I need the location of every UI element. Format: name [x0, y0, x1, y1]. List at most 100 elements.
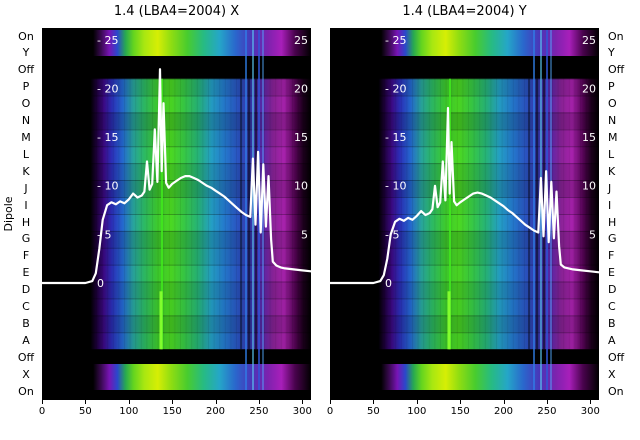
row-label: F: [608, 249, 615, 263]
row-label: I: [608, 198, 612, 212]
panel-y-axis: 0 50 100 150 200 250 300: [327, 400, 600, 426]
row-label: Off: [608, 63, 625, 77]
x-tick: [302, 400, 304, 404]
row-label: C: [608, 300, 616, 313]
overlay-axis-right-tick: 20: [294, 82, 308, 95]
row-label: J: [608, 181, 612, 195]
x-tick: [546, 400, 548, 404]
spectrum-line: [328, 106, 601, 285]
x-tick: [258, 400, 260, 404]
x-tick: [330, 400, 331, 404]
row-label: J: [24, 181, 28, 195]
row-label: O: [608, 97, 617, 111]
x-tick-label: 0: [326, 406, 334, 417]
row-label: Off: [608, 350, 625, 364]
x-tick-label: 200: [205, 406, 226, 417]
x-tick-label: 150: [450, 406, 470, 417]
x-tick-label: 300: [292, 406, 312, 417]
row-label: Y: [608, 46, 615, 60]
row-label: F: [22, 249, 30, 263]
x-tick: [85, 400, 87, 404]
x-tick-label: 300: [580, 406, 600, 417]
panel-y-heatmap: - 25 - 20 - 15 - 10 - 5 0 25 20 15 10 5: [328, 28, 601, 400]
row-label: O: [21, 97, 31, 111]
on-band-bottom: [42, 364, 311, 390]
overlay-axis-right-tick: 10: [582, 180, 596, 193]
row-label: On: [18, 29, 34, 43]
row-label: X: [22, 367, 30, 381]
row-label: A: [22, 333, 30, 347]
row-label: Off: [17, 63, 35, 77]
on-band-top: [42, 30, 311, 56]
x-tick-label: 50: [367, 406, 380, 417]
overlay-axis-right-tick: 15: [294, 131, 308, 144]
row-label: P: [22, 80, 30, 94]
row-label: N: [608, 114, 617, 127]
x-tick-label: 0: [38, 406, 46, 417]
x-tick-label: 100: [119, 406, 139, 417]
x-tick-label: 150: [162, 406, 182, 417]
row-label: P: [608, 80, 615, 94]
x-tick-label: 50: [79, 406, 92, 417]
panel-x-title: 1.4 (LBA4=2004) X: [113, 4, 240, 19]
overlay-axis-left-tick: - 10: [97, 180, 118, 193]
row-label: D: [21, 283, 31, 297]
x-tick: [373, 400, 375, 404]
overlay-axis-right-tick: 10: [294, 180, 308, 193]
overlay-axis-left-tick: - 20: [97, 82, 118, 95]
x-tick: [460, 400, 462, 404]
x-tick: [42, 400, 43, 404]
overlay-axis-left-tick: - 5: [97, 228, 111, 241]
panel-x-heatmap: - 25 - 20 - 15 - 10 - 5 0 25 20 15 10 5: [40, 28, 313, 400]
x-tick-label: 200: [493, 406, 514, 417]
row-labels-left: On Y Off P O N M L K J I H G F E D C B A Off X On: [12, 28, 40, 400]
overlay-axis-left-tick: - 15: [385, 131, 406, 144]
row-label: L: [22, 147, 30, 161]
row-label: E: [608, 266, 615, 280]
row-label: H: [21, 215, 31, 229]
row-label: B: [22, 316, 30, 330]
x-tick: [128, 400, 130, 404]
overlay-axis-right-tick: 5: [589, 228, 596, 241]
row-label: A: [608, 333, 616, 347]
x-tick: [215, 400, 217, 404]
overlay-axis-left-tick: - 5: [385, 228, 399, 241]
row-label: D: [608, 283, 617, 297]
row-label: Y: [22, 46, 30, 60]
row-label: X: [608, 367, 616, 381]
x-tick: [172, 400, 174, 404]
x-tick-label: 250: [249, 406, 269, 417]
x-tick: [503, 400, 505, 404]
x-tick: [416, 400, 418, 404]
x-tick-label: 100: [407, 406, 427, 417]
row-labels-right: On Y Off P O N M L K J I H G F E D C B A Off X On: [602, 28, 638, 400]
row-label: On: [18, 384, 34, 398]
row-label: L: [608, 147, 615, 161]
row-label: H: [608, 215, 617, 229]
row-label: B: [608, 316, 616, 330]
row-label: G: [608, 232, 617, 246]
heatmap-svg: - 25 - 20 - 15 - 10 - 5 0 25 20 15 10 5: [40, 28, 313, 400]
spectrum-line: [40, 68, 313, 285]
on-band-bottom: [330, 364, 599, 390]
overlay-axis-left-tick: - 25: [97, 34, 118, 47]
row-label: Off: [17, 350, 35, 364]
row-label: On: [608, 384, 624, 398]
row-label: M: [21, 130, 31, 144]
overlay-axis-right-tick: 25: [294, 34, 308, 47]
row-label: I: [24, 198, 28, 212]
overlay-axis-left-tick: - 15: [97, 131, 118, 144]
overlay-axis-left-tick: - 25: [385, 34, 406, 47]
row-label: On: [608, 29, 624, 43]
on-band-top: [330, 30, 599, 56]
heatmap-svg: - 25 - 20 - 15 - 10 - 5 0 25 20 15 10 5: [328, 28, 601, 400]
overlay-axis-right-tick: 5: [301, 228, 308, 241]
overlay-axis-left-tick: 0: [385, 277, 392, 290]
x-tick: [590, 400, 592, 404]
row-label: M: [608, 130, 618, 144]
overlay-axis-left-tick: - 10: [385, 180, 406, 193]
overlay-axis-left-tick: 0: [97, 277, 104, 290]
overlay-axis-left-tick: - 20: [385, 82, 406, 95]
row-label: E: [22, 266, 30, 280]
